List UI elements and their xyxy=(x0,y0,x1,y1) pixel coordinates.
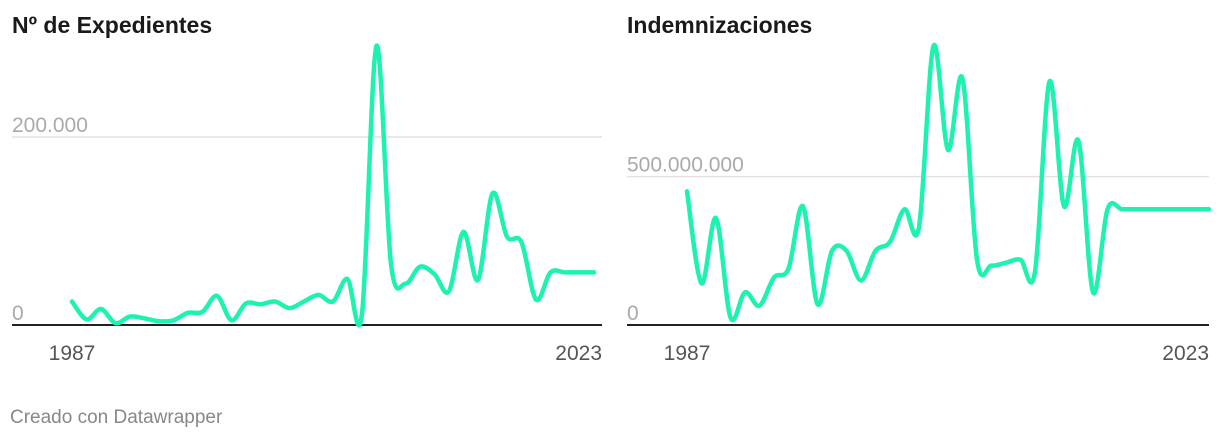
y-tick-label: 500.000.000 xyxy=(627,154,744,177)
x-tick-label: 2023 xyxy=(555,342,602,365)
series-line xyxy=(684,42,1212,323)
y-tick-label: 0 xyxy=(627,302,639,325)
plot-area: 0 500.000.000 1987 2023 xyxy=(627,42,1212,365)
chart-title: Indemnizaciones xyxy=(627,12,813,38)
series-line xyxy=(69,43,597,328)
plot-area: 0 200.000 1987 2023 xyxy=(12,43,602,365)
chart-indemnizaciones: Indemnizaciones 0 500.000.000 1987 2023 xyxy=(627,0,1217,400)
x-tick-label: 2023 xyxy=(1162,342,1209,365)
chart-expedientes: Nº de Expedientes 0 200.000 1987 2023 xyxy=(12,0,602,400)
x-tick-label: 1987 xyxy=(49,342,96,365)
footer-credit: Creado con Datawrapper xyxy=(10,407,223,428)
y-tick-label: 0 xyxy=(12,302,24,325)
y-tick-label: 200.000 xyxy=(12,114,88,137)
x-tick-label: 1987 xyxy=(664,342,711,365)
chart-title: Nº de Expedientes xyxy=(12,12,213,38)
